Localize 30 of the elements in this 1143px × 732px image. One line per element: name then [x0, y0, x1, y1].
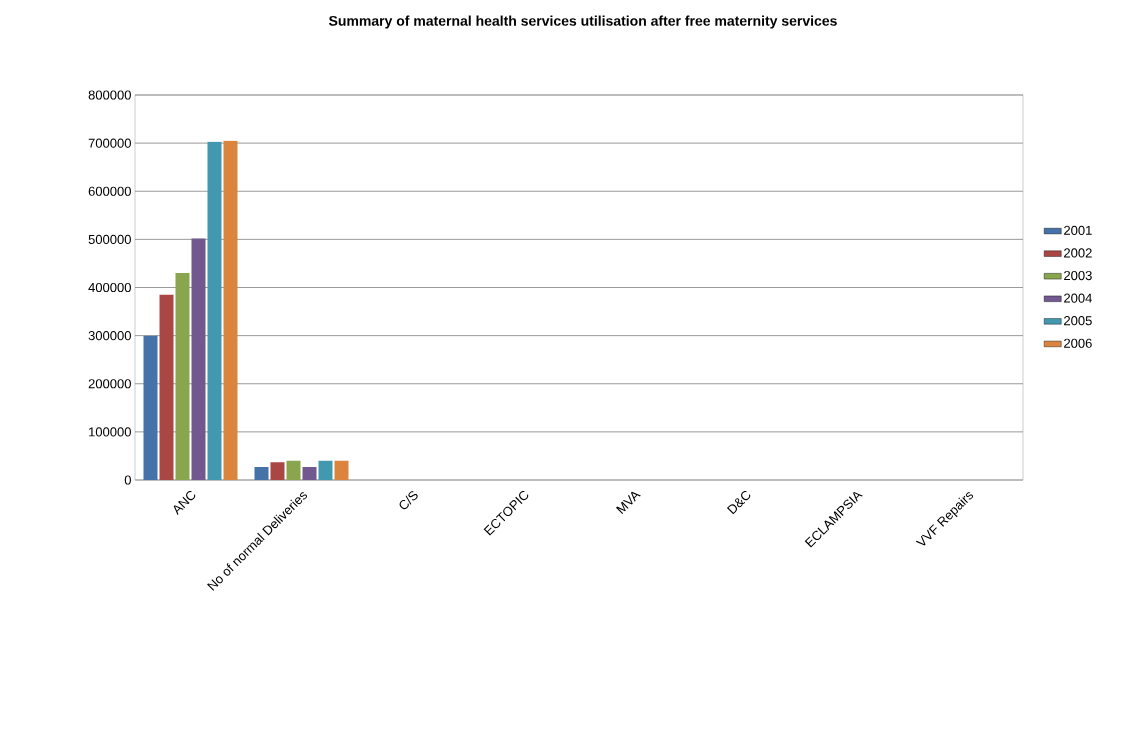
legend-label: 2001 [1064, 225, 1092, 235]
legend-label: 2003 [1064, 270, 1092, 281]
bar [302, 467, 317, 480]
bar [143, 335, 158, 480]
bar [334, 460, 349, 480]
y-tick-label: 500000 [88, 234, 131, 244]
bar [223, 140, 238, 480]
x-tick-label: C/S [399, 491, 418, 510]
legend-label: 2006 [1064, 338, 1092, 348]
bar [207, 141, 222, 480]
bar [270, 462, 285, 480]
bar [286, 460, 301, 480]
y-tick-label: 700000 [88, 138, 131, 148]
legend-label: 2004 [1064, 293, 1092, 303]
bar [175, 273, 190, 480]
y-tick-label: 200000 [88, 379, 131, 389]
x-tick-label: MVA [616, 491, 641, 515]
y-tick-label: 300000 [88, 331, 131, 341]
bar [318, 460, 333, 480]
y-tick-label: 100000 [89, 427, 131, 437]
legend-label: 2002 [1064, 248, 1092, 258]
bar [191, 238, 206, 480]
bar [254, 467, 269, 480]
y-tick-label: 400000 [88, 282, 131, 293]
y-tick-label: 800000 [88, 90, 131, 100]
chart-title: Summary of maternal health services utilisation after free maternity services [328, 15, 837, 29]
legend-label: 2005 [1064, 316, 1092, 326]
y-tick-label: 600000 [88, 186, 131, 196]
y-tick-label: 0 [124, 475, 131, 485]
bar [159, 294, 174, 480]
